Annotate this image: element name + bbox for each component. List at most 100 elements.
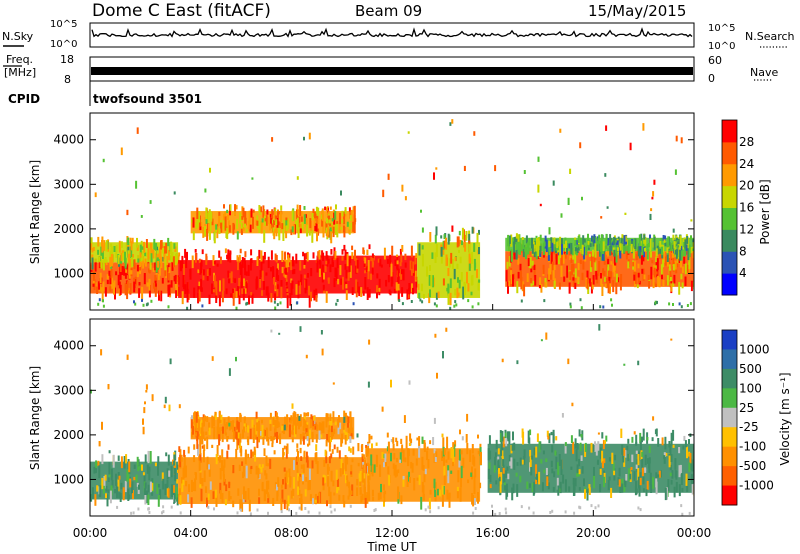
- echo-cell: [196, 436, 199, 449]
- echo-cell: [255, 465, 258, 470]
- echo-cell: [265, 473, 268, 480]
- sparse-echo: [567, 197, 570, 205]
- velocity-colorbar-tick: 500: [739, 362, 762, 376]
- echo-cell: [306, 224, 309, 237]
- echo-cell: [649, 472, 652, 486]
- echo-cell: [300, 456, 303, 461]
- echo-cell: [594, 441, 596, 452]
- echo-cell: [448, 258, 451, 268]
- sparse-echo: [173, 191, 176, 195]
- echo-cell: [279, 433, 282, 445]
- near-range-echo: [336, 299, 339, 302]
- echo-cell: [258, 220, 261, 233]
- sparse-echo: [142, 418, 144, 425]
- echo-cell: [141, 286, 144, 300]
- sparse-echo: [606, 206, 609, 209]
- echo-cell: [309, 218, 312, 229]
- echo-cell: [199, 226, 202, 231]
- echo-cell: [576, 276, 579, 282]
- echo-cell: [390, 452, 392, 462]
- sparse-echo: [98, 441, 101, 447]
- echo-cell: [317, 228, 320, 236]
- echo-cell: [248, 499, 251, 512]
- echo-cell: [345, 290, 348, 300]
- echo-cell: [194, 420, 197, 426]
- echo-cell: [245, 228, 248, 233]
- echo-cell: [160, 290, 163, 302]
- echo-cell: [668, 455, 671, 468]
- echo-cell: [277, 263, 279, 270]
- echo-cell: [275, 484, 278, 491]
- echo-cell: [93, 466, 96, 474]
- echo-cell: [259, 279, 262, 288]
- echo-cell: [479, 482, 482, 489]
- echo-cell: [128, 494, 131, 500]
- echo-cell: [155, 243, 158, 251]
- echo-cell: [390, 439, 393, 443]
- echo-cell: [346, 415, 349, 423]
- near-range-echo: [549, 511, 552, 514]
- echo-cell: [98, 281, 100, 290]
- echo-cell: [312, 498, 314, 505]
- echo-cell: [195, 426, 198, 433]
- echo-cell: [316, 461, 319, 474]
- echo-cell: [335, 204, 337, 210]
- echo-cell: [167, 488, 170, 498]
- near-range-echo: [672, 303, 674, 306]
- echo-cell: [418, 445, 421, 458]
- echo-cell: [123, 456, 126, 469]
- echo-cell: [289, 293, 292, 306]
- echo-cell: [647, 274, 650, 281]
- sparse-echo: [652, 191, 655, 197]
- echo-cell: [144, 488, 147, 499]
- echo-cell: [302, 433, 305, 438]
- echo-cell: [599, 240, 602, 250]
- echo-cell: [528, 483, 531, 488]
- echo-cell: [146, 282, 149, 287]
- echo-cell: [204, 415, 206, 422]
- sparse-echo: [277, 211, 279, 218]
- echo-cell: [662, 245, 665, 253]
- echo-cell: [526, 481, 529, 489]
- echo-cell: [261, 218, 264, 223]
- echo-cell: [638, 234, 641, 247]
- echo-cell: [115, 271, 118, 276]
- echo-cell: [167, 237, 170, 247]
- echo-cell: [442, 486, 445, 495]
- echo-cell: [590, 442, 593, 453]
- echo-cell: [313, 415, 316, 421]
- echo-cell: [131, 254, 134, 258]
- velocity-colorbar-swatch: [722, 446, 737, 467]
- near-range-echo: [274, 306, 277, 310]
- echo-cell: [441, 433, 444, 438]
- echo-cell: [97, 460, 100, 467]
- echo-cell: [121, 250, 124, 255]
- echo-cell: [519, 475, 522, 483]
- echo-cell: [572, 277, 575, 281]
- echo-cell: [339, 265, 342, 276]
- near-range-echo: [610, 298, 613, 302]
- echo-cell: [468, 263, 471, 271]
- sparse-echo: [629, 142, 632, 151]
- echo-cell: [661, 246, 663, 256]
- echo-cell: [238, 464, 241, 471]
- echo-cell: [574, 282, 577, 289]
- sparse-echo: [387, 173, 390, 180]
- echo-cell: [498, 473, 501, 477]
- echo-cell: [351, 427, 354, 437]
- echo-cell: [302, 474, 304, 484]
- echo-cell: [300, 493, 303, 500]
- echo-cell: [510, 234, 513, 247]
- sparse-echo: [298, 415, 301, 421]
- echo-cell: [237, 257, 239, 271]
- echo-cell: [276, 268, 279, 278]
- echo-cell: [198, 289, 201, 302]
- echo-cell: [188, 484, 190, 492]
- echo-cell: [434, 234, 437, 244]
- echo-cell: [241, 257, 244, 268]
- echo-cell: [143, 273, 146, 285]
- echo-cell: [351, 222, 353, 230]
- echo-cell: [199, 446, 202, 455]
- echo-cell: [235, 291, 238, 298]
- sparse-echo: [651, 196, 654, 200]
